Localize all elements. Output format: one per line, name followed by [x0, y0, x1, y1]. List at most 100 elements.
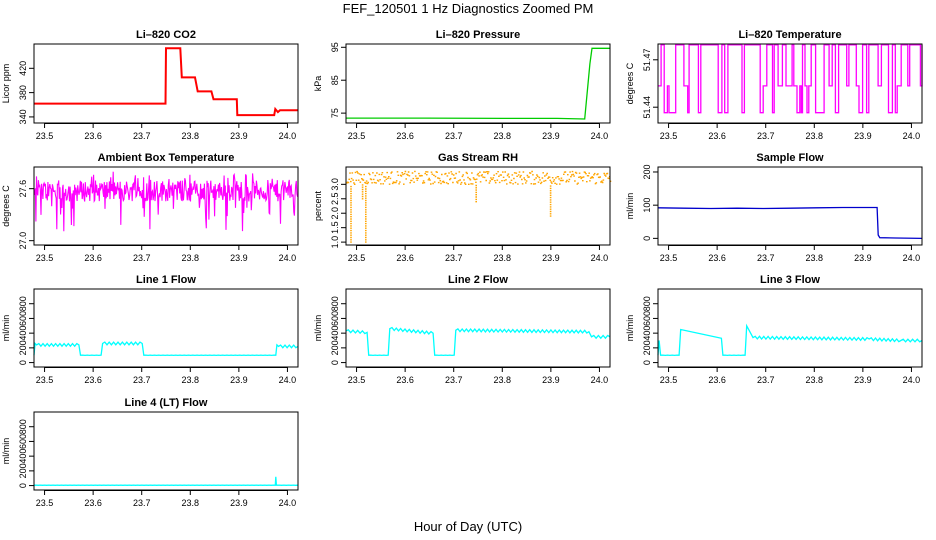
y-tick-label: 420: [18, 61, 28, 76]
series-line: [33, 171, 299, 232]
series-line: [657, 323, 923, 357]
panel-title: Line 2 Flow: [448, 274, 508, 286]
x-tick-label: 23.7: [133, 131, 151, 141]
y-axis-label: ml/min: [1, 315, 11, 342]
x-tick-label: 23.5: [348, 375, 366, 385]
x-axis: 23.5 23.6 23.7 23.8 23.9 24.0: [36, 490, 296, 508]
x-tick-label: 23.9: [542, 375, 560, 385]
panel-title: Li–820 Pressure: [436, 29, 520, 41]
x-tick-label: 23.6: [708, 375, 726, 385]
y-tick-label: 400: [18, 449, 28, 464]
x-tick-label: 23.8: [182, 253, 200, 263]
y-tick-label: 2.0: [330, 207, 340, 220]
x-axis: 23.5 23.6 23.7 23.8 23.9 24.0: [348, 245, 608, 263]
y-axis: 51.44 51.47: [642, 49, 658, 118]
x-tick-label: 23.6: [396, 375, 414, 385]
series-line: [346, 47, 610, 120]
figure-title: FEF_120501 1 Hz Diagnostics Zoomed PM: [343, 1, 594, 16]
x-tick-label: 23.8: [806, 131, 824, 141]
x-axis: 23.5 23.6 23.7 23.8 23.9 24.0: [660, 367, 920, 385]
x-tick-label: 23.5: [660, 253, 678, 263]
y-axis-label: percent: [313, 190, 323, 221]
panel-7: Line 1 Flow ml/min 23.5 23.6 23.7 23.8 23.9 24.…: [1, 274, 299, 385]
panel-title: Gas Stream RH: [438, 152, 518, 164]
panel-9: Line 3 Flow ml/min 23.5 23.6 23.7 23.8 23.9 24.…: [625, 274, 923, 385]
x-tick-label: 23.7: [445, 375, 463, 385]
x-axis: 23.5 23.6 23.7 23.8 23.9 24.0: [36, 245, 296, 263]
y-tick-label: 0: [642, 360, 652, 365]
data-layer: [346, 170, 612, 243]
x-tick-label: 23.5: [36, 498, 54, 508]
x-axis: 23.5 23.6 23.7 23.8 23.9 24.0: [348, 123, 608, 141]
data-layer: [657, 206, 923, 240]
figure-xlabel: Hour of Day (UTC): [414, 519, 522, 534]
y-tick-label: 3.0: [330, 178, 340, 191]
plot-frame: [33, 411, 299, 491]
plot-frame: [657, 166, 923, 246]
y-tick-label: 95: [330, 42, 340, 52]
x-tick-label: 23.5: [660, 375, 678, 385]
panel-title: Li–820 CO2: [136, 29, 196, 41]
y-axis-label: ml/min: [625, 193, 635, 220]
x-tick-label: 23.5: [36, 253, 54, 263]
y-axis-label: kPa: [313, 76, 323, 92]
x-tick-label: 24.0: [591, 253, 609, 263]
series-line: [345, 326, 611, 357]
y-tick-label: 600: [642, 311, 652, 326]
x-tick-label: 23.6: [396, 131, 414, 141]
y-axis: 75 85 95: [330, 42, 346, 118]
x-tick-label: 23.6: [84, 131, 102, 141]
data-layer: [34, 47, 298, 117]
x-tick-label: 23.8: [494, 131, 512, 141]
x-tick-label: 23.7: [757, 375, 775, 385]
y-tick-label: 75: [330, 108, 340, 118]
panel-8: Line 2 Flow ml/min 23.5 23.6 23.7 23.8 23.9 24.…: [313, 274, 611, 385]
x-tick-label: 23.6: [84, 498, 102, 508]
x-tick-label: 23.5: [36, 131, 54, 141]
y-tick-label: 27.6: [18, 180, 28, 198]
y-tick-label: 27.0: [18, 232, 28, 250]
y-tick-label: 51.47: [642, 49, 652, 72]
x-tick-label: 24.0: [903, 375, 921, 385]
x-tick-label: 23.7: [445, 131, 463, 141]
y-axis-label: ml/min: [1, 438, 11, 465]
panel-4: Ambient Box Temperature degrees C 23.5 23.6…: [1, 152, 299, 263]
x-tick-label: 23.7: [757, 131, 775, 141]
x-tick-label: 23.9: [230, 253, 248, 263]
x-tick-label: 23.7: [757, 253, 775, 263]
x-tick-label: 23.6: [84, 375, 102, 385]
panel-title: Line 4 (LT) Flow: [125, 397, 208, 409]
y-axis-label: degrees C: [625, 62, 635, 104]
data-layer: [657, 323, 923, 357]
x-tick-label: 23.6: [708, 253, 726, 263]
data-layer: [33, 476, 299, 486]
y-tick-label: 600: [18, 434, 28, 449]
x-tick-label: 23.8: [494, 253, 512, 263]
panel-2: Li–820 Pressure kPa 23.5 23.6 23.7 23.8 23.9 24…: [313, 29, 611, 141]
panel-title: Sample Flow: [756, 152, 824, 164]
x-tick-label: 24.0: [279, 498, 297, 508]
y-axis: 340 380 420: [18, 61, 34, 124]
x-tick-label: 23.8: [494, 375, 512, 385]
y-tick-label: 200: [18, 340, 28, 355]
y-axis-label: ml/min: [313, 315, 323, 342]
x-tick-label: 23.8: [806, 253, 824, 263]
y-tick-label: 1.0: [330, 236, 340, 249]
plot-frame: [657, 43, 923, 124]
x-axis: 23.5 23.6 23.7 23.8 23.9 24.0: [660, 245, 920, 263]
y-tick-label: 0: [330, 360, 340, 365]
x-tick-label: 23.6: [708, 131, 726, 141]
x-tick-label: 23.7: [133, 498, 151, 508]
x-tick-label: 24.0: [591, 375, 609, 385]
x-tick-label: 23.9: [542, 253, 560, 263]
y-tick-label: 200: [330, 340, 340, 355]
y-tick-label: 2.5: [330, 193, 340, 206]
x-tick-label: 23.9: [230, 131, 248, 141]
panel-title: Ambient Box Temperature: [98, 152, 235, 164]
x-tick-label: 23.9: [230, 498, 248, 508]
